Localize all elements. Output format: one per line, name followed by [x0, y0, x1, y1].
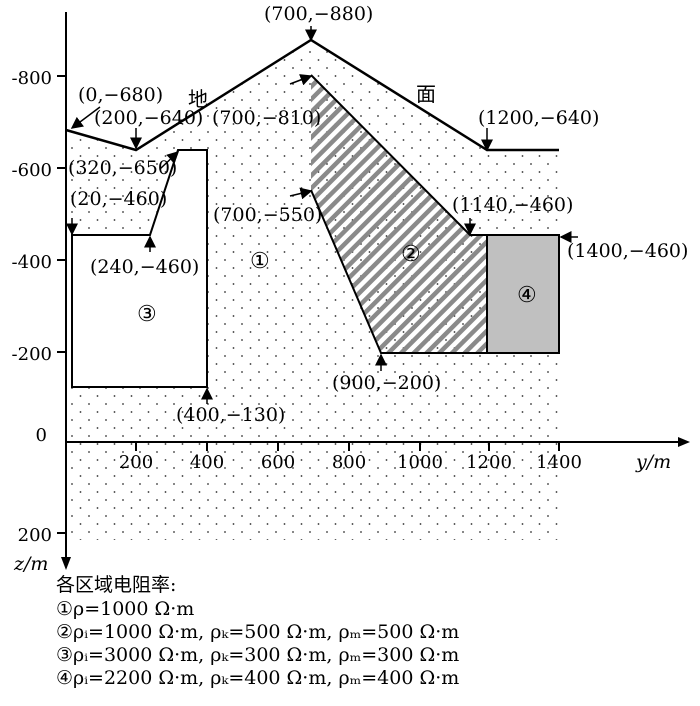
- y-tick-label: 400: [190, 452, 224, 473]
- y-tick-label: 1400: [536, 452, 582, 473]
- point-label: (900,−200): [332, 372, 441, 394]
- legend-row-region-3: ③ρᵢ=3000 Ω·m, ρₖ=300 Ω·m, ρₘ=300 Ω·m: [56, 644, 460, 666]
- z-axis-label: z/m: [13, 553, 48, 575]
- legend-title: 各区域电阻率:: [56, 574, 177, 596]
- point-label: (1140,−460): [452, 194, 573, 216]
- leader-arrow: [289, 74, 313, 86]
- z-tick-label: 0: [36, 425, 47, 446]
- region-4-label: ④: [517, 283, 537, 308]
- leader-arrow: [70, 106, 101, 129]
- y-tick-label: 600: [261, 452, 295, 473]
- ground-label-mian: 面: [416, 82, 436, 106]
- point-label: (400,−130): [176, 404, 285, 426]
- y-axis-arrowhead: [678, 437, 690, 447]
- y-tick-label: 800: [332, 452, 366, 473]
- point-label: (700,−550): [213, 204, 322, 226]
- y-tick-label: 200: [119, 452, 153, 473]
- y-tick-label: 1200: [466, 452, 512, 473]
- ground-label-di: 地: [188, 87, 208, 111]
- point-label: (1200,−640): [478, 107, 599, 129]
- region-2-polygon: [311, 75, 487, 353]
- z-axis-arrowhead: [61, 557, 71, 570]
- z-tick-label: -200: [12, 344, 52, 365]
- region-2-label: ②: [401, 242, 421, 267]
- y-axis-label: y/m: [635, 451, 671, 473]
- leader-arrow: [289, 187, 313, 200]
- point-label: (1400,−460): [567, 240, 688, 262]
- region-2-lower-boundary: [310, 189, 487, 354]
- point-label: (320,−650): [68, 157, 177, 179]
- region-1-label: ①: [250, 249, 270, 274]
- legend-row-region-4: ④ρᵢ=2200 Ω·m, ρₖ=400 Ω·m, ρₘ=400 Ω·m: [56, 667, 460, 689]
- resistivity-legend: 各区域电阻率: ①ρ=1000 Ω·m ②ρᵢ=1000 Ω·m, ρₖ=500…: [56, 574, 459, 690]
- point-label: (700,−880): [264, 3, 373, 25]
- point-label: (700,−810): [212, 107, 321, 129]
- y-tick-label: 1000: [397, 452, 443, 473]
- z-tick-label: -400: [12, 252, 52, 273]
- z-tick-label: 200: [18, 525, 52, 546]
- point-label: (0,−680): [78, 84, 163, 106]
- point-label: (200,−640): [94, 107, 203, 129]
- leader-arrow: [159, 150, 180, 170]
- legend-row-region-1: ①ρ=1000 Ω·m: [56, 598, 195, 620]
- z-tick-label: -600: [12, 160, 52, 181]
- point-label: (20,−460): [70, 188, 167, 210]
- legend-row-region-2: ②ρᵢ=1000 Ω·m, ρₖ=500 Ω·m, ρₘ=500 Ω·m: [56, 621, 460, 643]
- point-label: (240,−460): [90, 256, 199, 278]
- z-tick-label: -800: [12, 68, 52, 89]
- region-3-polygon: [71, 149, 208, 388]
- region-3-label: ③: [137, 302, 157, 327]
- region-4-rect: [486, 234, 560, 354]
- resistivity-model-diagram: -800 -600 -400 -200 0 200 200 400 600 80…: [12, 3, 690, 575]
